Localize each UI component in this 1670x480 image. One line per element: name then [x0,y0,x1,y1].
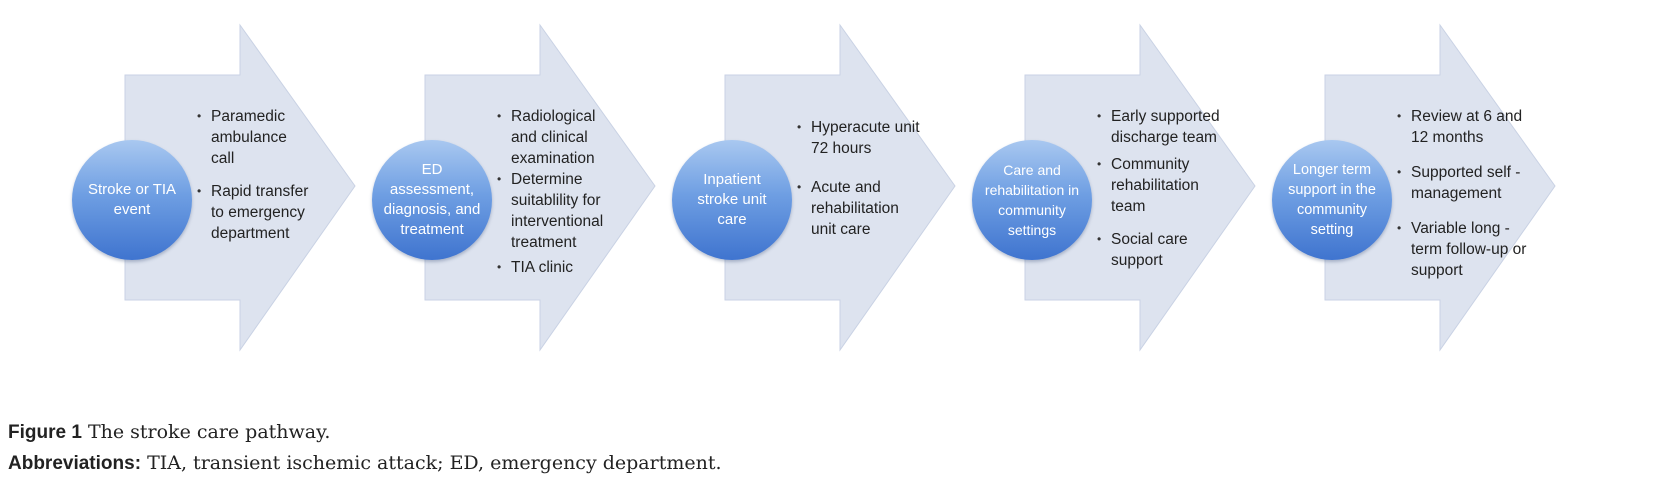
stage-bullet: Review at 6 and 12 months [1397,106,1531,148]
stage-bullet: Hyperacute unit 72 hours [797,117,921,159]
stage-circle-label: Longer term support in the community set… [1288,162,1376,238]
stage-bullet-list: Early supported discharge team Community… [1097,106,1247,283]
stage-3: Inpatient stroke unit care Hyperacute un… [665,0,985,390]
stroke-care-pathway-diagram: Stroke or TIA event Paramedic ambulance … [0,0,1670,390]
stage-bullet-list: Review at 6 and 12 months Supported self… [1397,106,1547,293]
figure-caption: Figure 1 The stroke care pathway. Abbrev… [8,417,722,479]
stage-bullet: Supported self -management [1397,162,1521,204]
stage-circle: Stroke or TIA event [72,140,192,260]
figure-label: Figure 1 [8,422,82,443]
figure-title-line: Figure 1 The stroke care pathway. [8,417,722,448]
stage-5: Longer term support in the community set… [1265,0,1585,390]
abbreviations-text: TIA, transient ischemic attack; ED, emer… [147,452,722,474]
stage-bullet: Rapid transfer to emergency department [197,181,311,244]
stage-circle-label: Care and rehabilitation in community set… [984,162,1080,238]
stage-bullet: Variable long -term follow-up or support [1397,218,1531,281]
stage-circle-label: Inpatient stroke unit care [697,171,767,228]
stage-bullet: Community rehabilitation team [1097,154,1211,217]
stage-circle: Care and rehabilitation in community set… [972,140,1092,260]
stage-bullet-list: Hyperacute unit 72 hours Acute and rehab… [797,117,947,252]
stage-bullet: Early supported discharge team [1097,106,1251,148]
stage-circle-label: Stroke or TIA event [87,181,177,218]
stage-bullet-list: Paramedic ambulance call Rapid transfer … [197,106,347,256]
stage-circle: ED assessment, diagnosis, and treatment [372,140,492,260]
stage-bullet: Radiological and clinical examination [497,106,611,169]
stage-bullet: Social care support [1097,229,1211,271]
stage-bullet: Determine suitablility for interventiona… [497,169,621,253]
stage-bullet-list: Radiological and clinical examination De… [497,106,647,290]
abbreviations-line: Abbreviations: TIA, transient ischemic a… [8,448,722,479]
stage-bullet: Paramedic ambulance call [197,106,301,169]
stage-4: Care and rehabilitation in community set… [965,0,1285,390]
stage-circle: Longer term support in the community set… [1272,140,1392,260]
stage-bullet: TIA clinic [497,257,647,278]
stage-2: ED assessment, diagnosis, and treatment … [365,0,685,390]
stage-circle: Inpatient stroke unit care [672,140,792,260]
abbreviations-label: Abbreviations: [8,453,142,474]
figure-title: The stroke care pathway. [87,421,331,443]
stage-circle-label: ED assessment, diagnosis, and treatment [383,161,481,238]
stage-bullet: Acute and rehabilitation unit care [797,177,926,240]
stage-1: Stroke or TIA event Paramedic ambulance … [65,0,385,390]
